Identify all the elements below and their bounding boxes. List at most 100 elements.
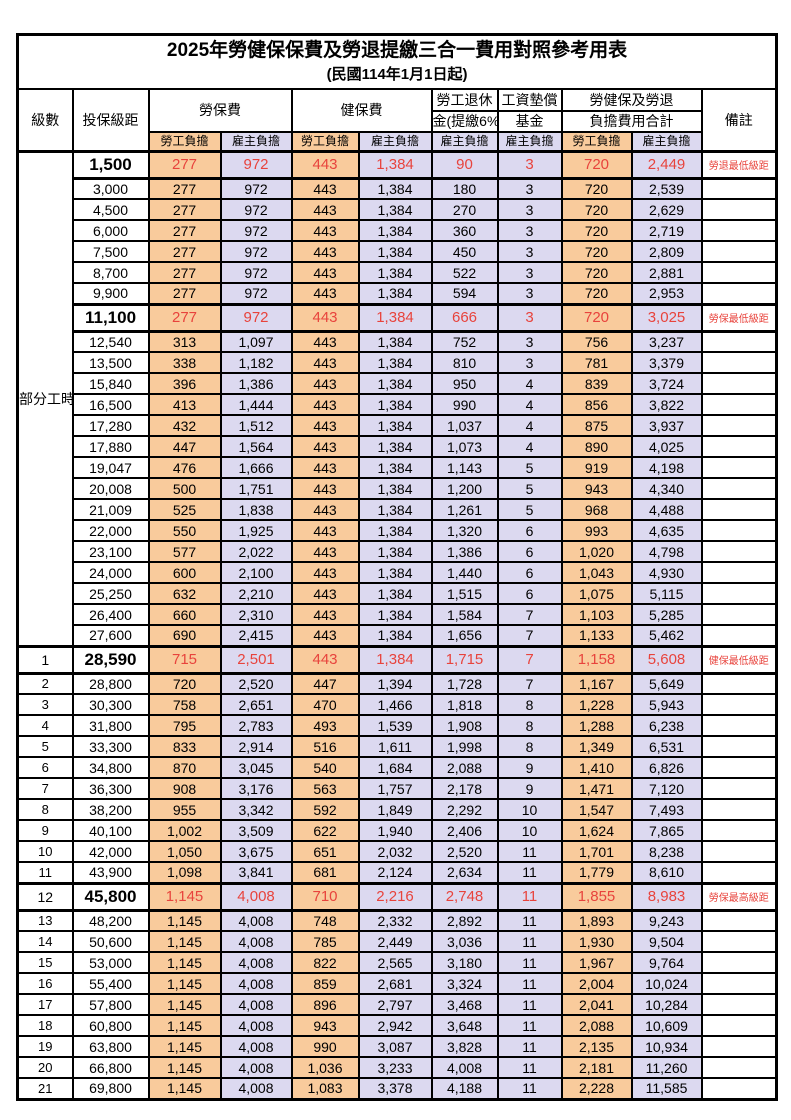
level-cell: 3 xyxy=(16,693,74,716)
pension-cell: 1,143 xyxy=(430,456,499,479)
health-employee-cell: 443 xyxy=(290,624,360,647)
salary-bracket-cell: 21,009 xyxy=(71,498,150,521)
health-employee-cell: 748 xyxy=(290,909,360,932)
pension-cell: 3,648 xyxy=(430,1014,499,1037)
level-cell: 19 xyxy=(16,1035,74,1058)
labor-employer-cell: 1,751 xyxy=(219,477,293,500)
health-employee-cell: 443 xyxy=(290,177,360,200)
total-employee-cell: 1,701 xyxy=(560,840,633,863)
table-row: 15,840 396 1,386 443 1,384 950 4 839 3,724 xyxy=(18,372,778,395)
remark-cell xyxy=(700,951,778,974)
health-employer-cell: 1,611 xyxy=(357,735,433,758)
labor-employer-cell: 1,182 xyxy=(219,351,293,374)
level-cell: 8 xyxy=(16,798,74,821)
table-row: 21 69,800 1,145 4,008 1,083 3,378 4,188 11 2,228… xyxy=(16,1077,778,1100)
table-row: 19,047 476 1,666 443 1,384 1,143 5 919 4,198 xyxy=(18,456,778,479)
page-subtitle: (民國114年1月1日起) xyxy=(326,65,468,83)
total-employee-cell: 1,103 xyxy=(560,603,633,626)
table-row: 24,000 600 2,100 443 1,384 1,440 6 1,043 4,930 xyxy=(18,561,778,584)
total-employer-cell: 5,462 xyxy=(630,624,703,647)
level-cell: 2 xyxy=(16,672,74,695)
level-cell: 20 xyxy=(16,1056,74,1079)
labor-employer-cell: 972 xyxy=(219,282,293,305)
health-employer-cell: 1,384 xyxy=(357,149,433,180)
health-employer-cell: 2,681 xyxy=(357,972,433,995)
table-row: 15 53,000 1,145 4,008 822 2,565 3,180 11 1,967 9,… xyxy=(16,951,778,974)
salary-bracket-cell: 13,500 xyxy=(71,351,150,374)
labor-employee-cell: 277 xyxy=(147,240,222,263)
remark-cell xyxy=(700,624,778,647)
salary-bracket-cell: 23,100 xyxy=(71,540,150,563)
wage-fund-cell: 3 xyxy=(496,149,563,180)
wage-fund-cell: 10 xyxy=(496,819,563,842)
table-row: 部分工時 1,500 277 972 443 1,384 90 3 720 2,449 勞退最低級距 xyxy=(16,149,778,648)
total-employee-cell: 875 xyxy=(560,414,633,437)
wage-fund-cell: 3 xyxy=(496,351,563,374)
pension-cell: 1,656 xyxy=(430,624,499,647)
level-cell: 16 xyxy=(16,972,74,995)
labor-employee-cell: 833 xyxy=(147,735,222,758)
total-employee-cell: 1,228 xyxy=(560,693,633,716)
pension-cell: 666 xyxy=(430,302,499,333)
table-row: 19 63,800 1,145 4,008 990 3,087 3,828 11 2,135 10… xyxy=(16,1035,778,1058)
pension-cell: 180 xyxy=(430,177,499,200)
labor-employer-cell: 972 xyxy=(219,302,293,333)
total-employee-cell: 1,133 xyxy=(560,624,633,647)
health-employee-cell: 443 xyxy=(290,477,360,500)
pension-cell: 3,036 xyxy=(430,930,499,953)
total-employer-cell: 2,809 xyxy=(630,240,703,263)
total-employer-cell: 8,983 xyxy=(630,881,703,912)
salary-bracket-cell: 11,100 xyxy=(71,302,150,333)
table-row: 5 33,300 833 2,914 516 1,611 1,998 8 1,349 6,531 xyxy=(16,735,778,758)
health-employer-cell: 1,384 xyxy=(357,330,433,353)
remark-cell xyxy=(700,1077,778,1100)
labor-employee-cell: 715 xyxy=(147,644,222,675)
salary-bracket-cell: 17,880 xyxy=(71,435,150,458)
health-employer-cell: 2,449 xyxy=(357,930,433,953)
labor-employer-cell: 2,501 xyxy=(219,644,293,675)
remark-cell xyxy=(700,435,778,458)
table-row: 6,000 277 972 443 1,384 360 3 720 2,719 xyxy=(18,219,778,242)
labor-employer-cell: 4,008 xyxy=(219,972,293,995)
remark-cell xyxy=(700,282,778,305)
total-employee-cell: 2,041 xyxy=(560,993,633,1016)
total-employer-cell: 10,024 xyxy=(630,972,703,995)
wage-fund-cell: 4 xyxy=(496,372,563,395)
table-row: 26,400 660 2,310 443 1,384 1,584 7 1,103 5,285 xyxy=(18,603,778,626)
labor-employee-cell: 277 xyxy=(147,261,222,284)
labor-employer-cell: 2,210 xyxy=(219,582,293,605)
total-employer-cell: 8,238 xyxy=(630,840,703,863)
health-employee-cell: 443 xyxy=(290,561,360,584)
remark-cell: 勞退最低級距 xyxy=(700,149,778,180)
level-cell: 5 xyxy=(16,735,74,758)
pension-cell: 450 xyxy=(430,240,499,263)
wage-fund-cell: 5 xyxy=(496,498,563,521)
pension-cell: 1,261 xyxy=(430,498,499,521)
health-employer-cell: 1,384 xyxy=(357,519,433,542)
health-employee-cell: 1,036 xyxy=(290,1056,360,1079)
table-row: 1 28,590 715 2,501 443 1,384 1,715 7 1,158 5,608 健… xyxy=(16,644,778,675)
labor-employee-cell: 1,145 xyxy=(147,1056,222,1079)
table-row: 7,500 277 972 443 1,384 450 3 720 2,809 xyxy=(18,240,778,263)
pension-cell: 3,828 xyxy=(430,1035,499,1058)
wage-fund-cell: 8 xyxy=(496,735,563,758)
labor-employer-cell: 4,008 xyxy=(219,1014,293,1037)
table-row: 9 40,100 1,002 3,509 622 1,940 2,406 10 1,624 7,8… xyxy=(16,819,778,842)
health-employee-cell: 443 xyxy=(290,330,360,353)
total-employer-cell: 2,719 xyxy=(630,219,703,242)
total-employee-cell: 968 xyxy=(560,498,633,521)
labor-employee-cell: 600 xyxy=(147,561,222,584)
level-cell: 4 xyxy=(16,714,74,737)
table-row: 25,250 632 2,210 443 1,384 1,515 6 1,075 5,115 xyxy=(18,582,778,605)
total-employer-cell: 9,504 xyxy=(630,930,703,953)
pension-cell: 810 xyxy=(430,351,499,374)
total-employer-cell: 2,629 xyxy=(630,198,703,221)
total-employee-cell: 1,624 xyxy=(560,819,633,842)
table-row: 17 57,800 1,145 4,008 896 2,797 3,468 11 2,041 10… xyxy=(16,993,778,1016)
remark-cell xyxy=(700,909,778,932)
wage-fund-cell: 4 xyxy=(496,414,563,437)
total-employee-cell: 720 xyxy=(560,219,633,242)
health-employee-cell: 896 xyxy=(290,993,360,1016)
health-employer-cell: 1,384 xyxy=(357,477,433,500)
total-employer-cell: 9,764 xyxy=(630,951,703,974)
